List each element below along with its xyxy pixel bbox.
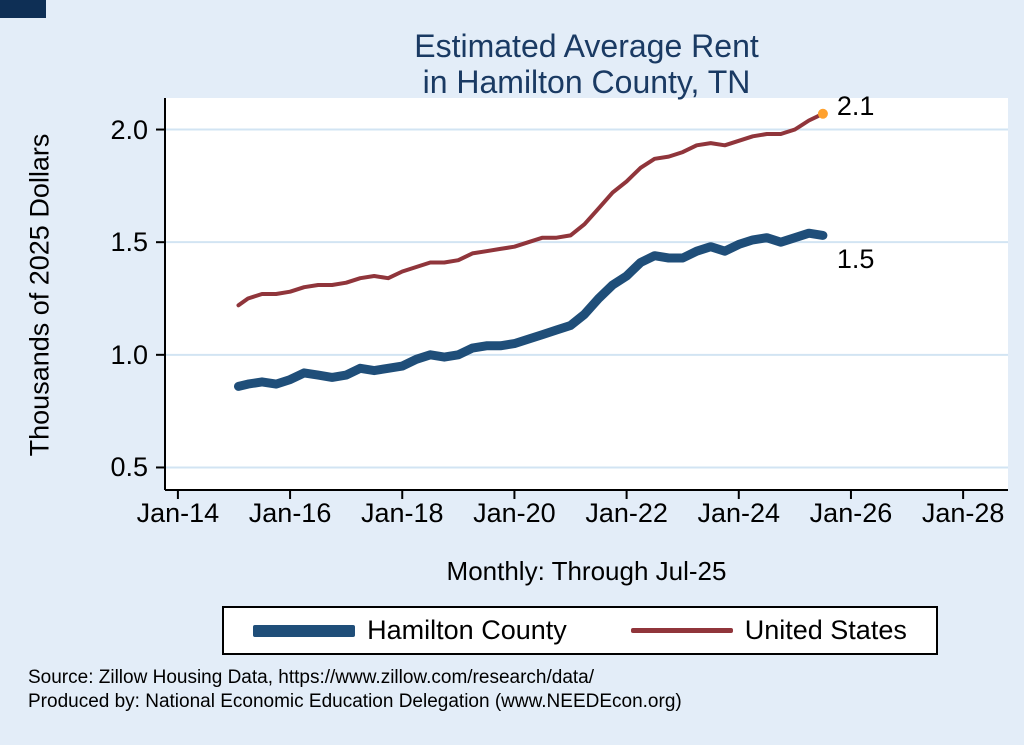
series-line-hamilton-county <box>234 228 828 391</box>
y-tick-label: 2.0 <box>110 114 148 145</box>
source-note: Source: Zillow Housing Data, https://www… <box>28 667 595 688</box>
x-tick-label: Jan-22 <box>585 498 668 528</box>
chart-subtitle: Monthly: Through Jul-25 <box>446 556 727 586</box>
x-tick-label: Jan-16 <box>248 498 332 528</box>
legend: Hamilton County United States <box>222 606 938 655</box>
legend-label-hamilton-county: Hamilton County <box>367 615 567 645</box>
x-tick-label: Jan-26 <box>809 498 893 528</box>
x-tick-label: Jan-28 <box>921 498 1005 528</box>
y-tick-label: 0.5 <box>110 452 148 483</box>
x-tick-label: Jan-18 <box>360 498 444 528</box>
chart-title-line1: Estimated Average Rent <box>414 28 759 64</box>
legend-item-united-states: United States <box>630 615 907 646</box>
end-label-united-states: 2.1 <box>836 90 875 121</box>
producer-note: Produced by: National Economic Education… <box>28 691 682 712</box>
x-tick-label: Jan-24 <box>697 498 781 528</box>
chart-title-line2: in Hamilton County, TN <box>422 64 751 100</box>
chart-title: Estimated Average Rent in Hamilton Count… <box>165 28 1008 100</box>
y-tick-label: 1.5 <box>110 227 148 258</box>
series-line-united-states <box>236 111 825 308</box>
y-axis-title: Thousands of 2025 Dollars <box>24 133 55 457</box>
legend-swatch-united-states <box>630 628 733 633</box>
legend-swatch-hamilton-county <box>253 624 356 637</box>
x-tick-label: Jan-20 <box>473 498 556 528</box>
end-dot-united-states <box>817 108 828 119</box>
window-fragment <box>0 0 46 18</box>
legend-item-hamilton-county: Hamilton County <box>253 615 567 646</box>
x-tick-label: Jan-14 <box>136 498 220 528</box>
legend-label-united-states: United States <box>744 615 907 645</box>
plot-area <box>165 98 1008 490</box>
y-tick-label: 1.0 <box>110 339 148 370</box>
end-label-hamilton-county: 1.5 <box>836 244 875 275</box>
